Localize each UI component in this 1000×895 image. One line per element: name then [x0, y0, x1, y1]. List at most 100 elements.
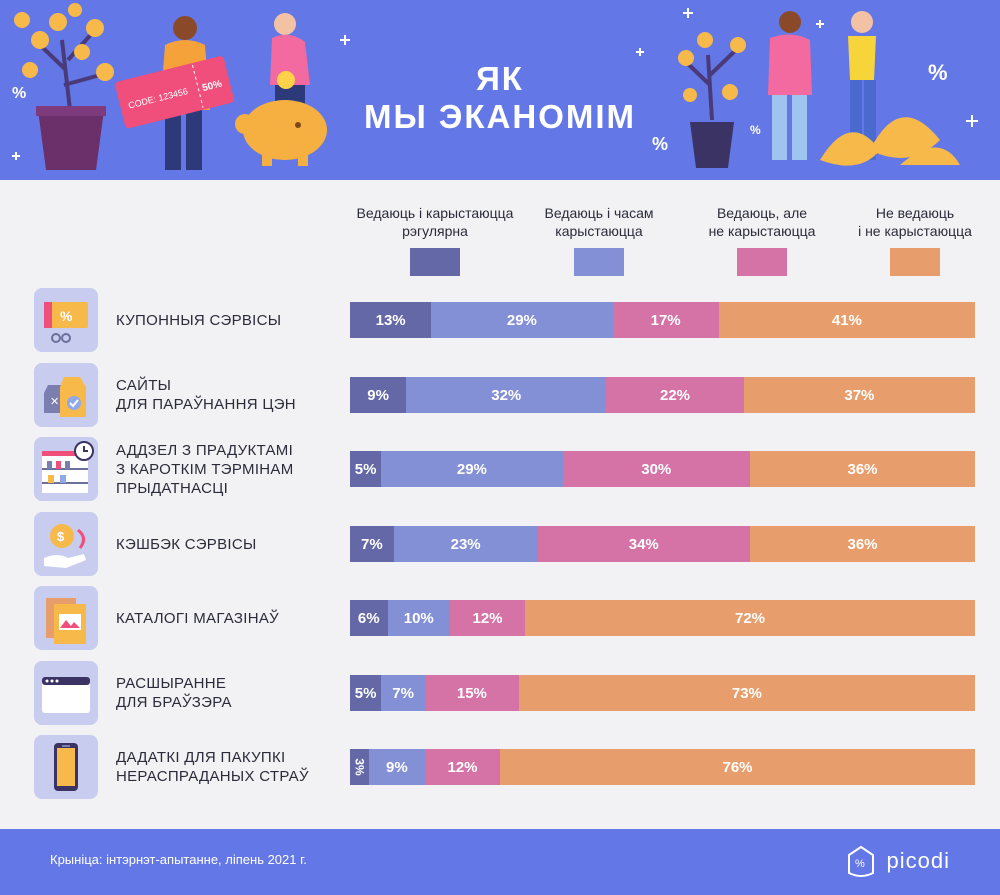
row-label: РАСШЫРАННЕ ДЛЯ БРАЎЗЭРА [116, 661, 336, 725]
row-label-line: НЕРАСПРАДАНЫХ СТРАЎ [116, 768, 309, 785]
legend-item-know-not-use: Ведаюць, але не карыстаюцца [672, 200, 852, 276]
data-label: 36% [847, 535, 878, 553]
bar-segment: 9% [368, 749, 425, 785]
title-line-2: МЫ ЭКАНОМІМ [363, 98, 637, 135]
data-label: 76% [722, 758, 753, 776]
bar-segment: 5% [350, 675, 382, 711]
bar-segment: 13% [350, 302, 432, 338]
data-label: 37% [844, 386, 875, 404]
stacked-bar: 9% 32% 22% 37% [350, 377, 975, 413]
bar-segment: 32% [406, 377, 607, 413]
legend-swatch [737, 248, 787, 276]
svg-text:$: $ [57, 529, 65, 544]
data-label: 23% [450, 535, 481, 553]
data-label: 22% [659, 386, 691, 404]
legend-swatch [890, 248, 940, 276]
coupon-ticket: CODE: 123456 50% [115, 16, 234, 170]
legend-item-sometimes: Ведаюць і часам карыстаюцца [509, 200, 689, 276]
bar-segment: 36% [750, 451, 975, 487]
data-label: 36% [847, 460, 878, 478]
bar-segment: 3% [350, 749, 369, 785]
stacked-bar: 6% 10% 12% 72% [350, 600, 975, 636]
row-label: КАТАЛОГІ МАГАЗІНАЎ [116, 586, 336, 650]
catalog-icon [34, 586, 98, 650]
sparkles [12, 8, 978, 160]
stacked-bar: 3% 9% 12% 76% [350, 749, 975, 785]
legend-label-line1: Ведаюць, але [716, 205, 808, 221]
bar-segment: 5% [350, 451, 382, 487]
svg-text:%: % [60, 308, 73, 324]
bar-segment: 9% [350, 377, 407, 413]
bar-segment: 37% [743, 377, 975, 413]
row-label: АДДЗЕЛ З ПРАДУКТАМІ З КАРОТКІМ ТЭРМІНАМ ПР… [116, 437, 336, 501]
data-label: 7% [392, 684, 414, 702]
data-label: 5% [354, 684, 377, 702]
legend-item-regular: Ведаюць і карыстаюцца рэгулярна [345, 200, 525, 276]
svg-text:%: % [855, 858, 865, 870]
browser-window-icon [34, 661, 98, 725]
title-line-1: ЯК [476, 60, 524, 97]
bar-segment: 12% [450, 600, 525, 636]
stacked-bar: 5% 29% 30% 36% [350, 451, 975, 487]
bar-segment: 6% [350, 600, 388, 636]
stacked-bar: 13% 29% 17% 41% [350, 302, 975, 338]
svg-text:%: % [928, 60, 948, 85]
row-label-line: САЙТЫ [116, 377, 172, 394]
row-label-line: ДЛЯ БРАЎЗЭРА [116, 694, 232, 711]
data-label: 17% [650, 311, 681, 329]
money-plant-left [14, 3, 114, 170]
header-illustration: CODE: 123456 50% % % % % [12, 3, 978, 170]
store-shelf-icon [34, 437, 98, 501]
legend-label-line1: Не ведаюць [875, 205, 955, 221]
svg-text:%: % [750, 123, 761, 137]
row-label-line: КАТАЛОГІ МАГАЗІНАЎ [116, 609, 279, 627]
data-label: 32% [491, 386, 522, 404]
row-label-line: КУПОННЫЯ СЭРВІСЫ [116, 311, 282, 329]
row-label-line: ДАДАТКІ ДЛЯ ПАКУПКІ [116, 749, 286, 766]
page-title: ЯК МЫ ЭКАНОМІМ [0, 60, 1000, 136]
legend-label-line2: не карыстаюцца [708, 223, 816, 239]
logo-text: picodi [886, 848, 950, 873]
price-tags-icon: ✕ [34, 363, 98, 427]
bar-segment: 76% [500, 749, 975, 785]
bar-segment: 12% [425, 749, 500, 785]
row-label-line: АДДЗЕЛ З ПРАДУКТАМІ [116, 441, 294, 459]
data-label: 12% [472, 609, 503, 627]
source-note: Крыніца: інтэрнэт-апытанне, ліпень 2021 … [50, 852, 307, 867]
cashback-icon: $ [34, 512, 98, 576]
coupon-icon: % [34, 288, 98, 352]
row-label-line: КЭШБЭК СЭРВІСЫ [116, 535, 257, 553]
data-label: 15% [456, 684, 487, 702]
data-label: 29% [506, 311, 537, 329]
stacked-bar: 7% 23% 34% 36% [350, 526, 975, 562]
data-label: 41% [831, 311, 862, 329]
data-label: 73% [731, 684, 762, 702]
bar-segment: 34% [537, 526, 750, 562]
percent-badges: % % % % [12, 60, 948, 154]
row-label: КУПОННЫЯ СЭРВІСЫ [116, 288, 336, 352]
coupon-percent-text: 50% [201, 79, 223, 95]
bar-segment: 29% [381, 451, 563, 487]
data-label: 12% [447, 758, 478, 776]
row-label-line: ПРЫДАТНАСЦІ [116, 479, 229, 497]
data-label: 34% [628, 535, 659, 553]
header-banner: CODE: 123456 50% % % % % [0, 0, 1000, 180]
bar-segment: 73% [518, 675, 975, 711]
legend-label-line1: Ведаюць і часам [544, 205, 654, 221]
woman-with-piggy-bank [235, 13, 327, 166]
row-label: САЙТЫ ДЛЯ ПАРАЎНАННЯ ЦЭН [116, 363, 336, 427]
money-plant-right [678, 32, 746, 168]
bar-segment: 29% [431, 302, 613, 338]
data-label: 3% [352, 758, 367, 776]
svg-text:✕: ✕ [50, 396, 59, 408]
footer: Крыніца: інтэрнэт-апытанне, ліпень 2021 … [0, 829, 1000, 895]
data-label: 5% [354, 460, 377, 478]
legend-swatch [410, 248, 460, 276]
people-with-phones [768, 11, 876, 160]
bar-segment: 17% [612, 302, 719, 338]
svg-text:%: % [12, 85, 26, 102]
data-label: 10% [403, 609, 434, 627]
data-label: 30% [641, 460, 672, 478]
row-label-line: РАСШЫРАННЕ [116, 675, 227, 692]
bar-segment: 15% [425, 675, 519, 711]
